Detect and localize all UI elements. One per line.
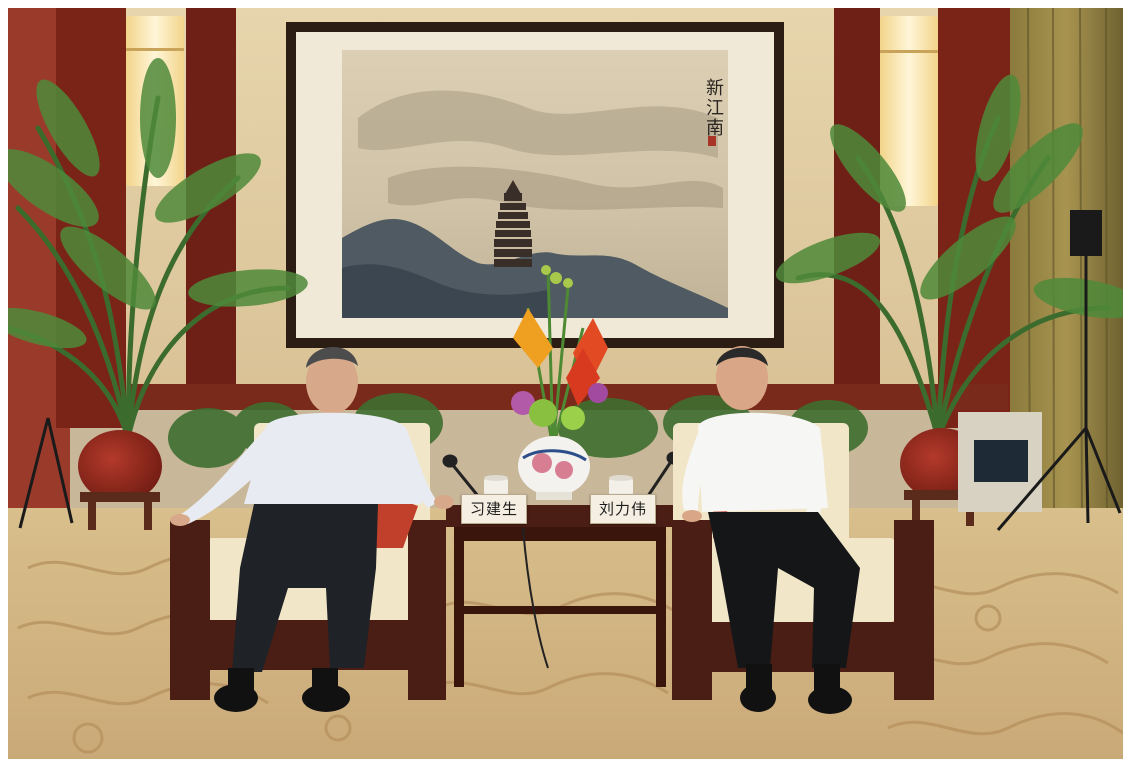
painting-calligraphy-title: 新江南: [703, 78, 724, 138]
painting-seal: [708, 136, 716, 146]
porcelain-vase: [518, 436, 590, 496]
name-placard-right: 刘力伟: [590, 494, 656, 524]
name-placard-left: 习建生: [461, 494, 527, 524]
left-red-pot: [78, 430, 162, 502]
right-wall-lamp: [880, 16, 938, 206]
left-person: [170, 347, 454, 712]
flower-arrangement: [511, 265, 608, 500]
meeting-photo: 新江南 习建生 刘力伟: [8, 8, 1123, 759]
right-person: [682, 346, 860, 714]
photo-scene: [8, 8, 1123, 759]
speaker: [1070, 210, 1102, 256]
left-tripod-stand: [18, 417, 74, 529]
pagoda: [494, 180, 532, 267]
left-potted-palm: [8, 58, 308, 530]
tea-cups: [484, 475, 633, 496]
right-pillar: [834, 8, 880, 408]
tripod-stand: [996, 256, 1122, 531]
